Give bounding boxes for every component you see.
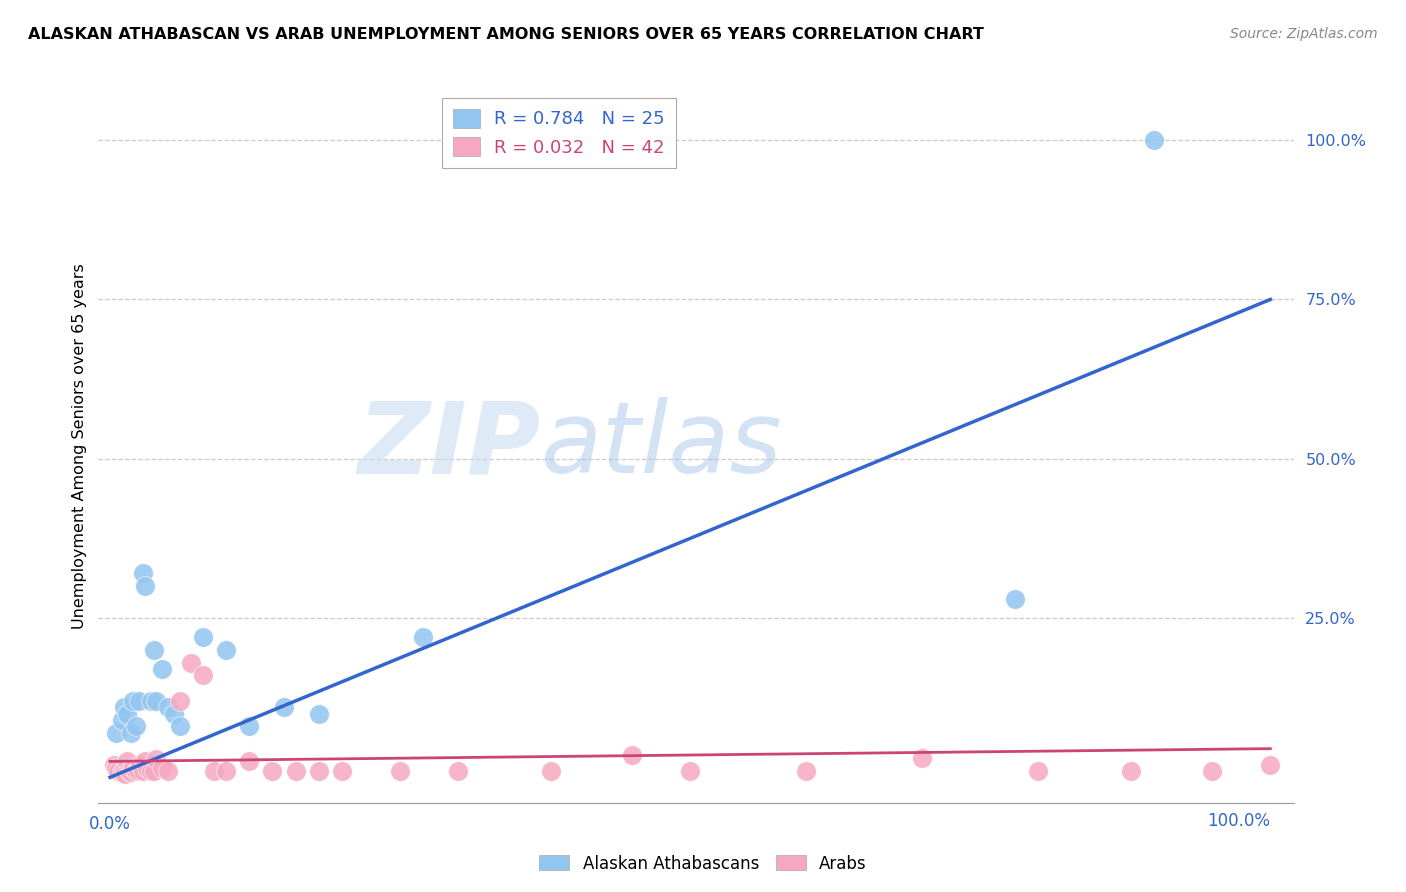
Legend: R = 0.784   N = 25, R = 0.032   N = 42: R = 0.784 N = 25, R = 0.032 N = 42 [441,98,676,168]
Point [330,764,353,778]
Point [150,662,173,676]
Point [1143,133,1166,147]
Point [169,694,191,708]
Point [1026,764,1049,778]
Point [215,643,238,657]
Point [129,757,152,772]
Point [794,764,817,778]
Point [215,764,238,778]
Point [122,694,145,708]
Text: Source: ZipAtlas.com: Source: ZipAtlas.com [1230,27,1378,41]
Point [1119,764,1142,778]
Point [204,764,226,778]
Point [1004,591,1026,606]
Point [389,764,412,778]
Point [273,700,295,714]
Point [112,700,135,714]
Point [191,668,214,682]
Point [180,656,202,670]
Point [103,757,125,772]
Point [128,694,150,708]
Point [120,725,142,739]
Point [911,751,934,765]
Point [131,764,153,778]
Point [412,630,434,644]
Text: ALASKAN ATHABASCAN VS ARAB UNEMPLOYMENT AMONG SENIORS OVER 65 YEARS CORRELATION : ALASKAN ATHABASCAN VS ARAB UNEMPLOYMENT … [28,27,984,42]
Point [163,706,186,721]
Point [114,767,136,781]
Point [308,764,330,778]
Point [131,566,153,581]
Point [157,764,180,778]
Point [136,761,159,775]
Point [139,694,162,708]
Point [117,755,139,769]
Point [122,761,145,775]
Point [134,579,156,593]
Point [134,755,156,769]
Point [117,764,139,778]
Point [169,719,191,733]
Point [104,725,127,739]
Point [120,765,142,780]
Text: 100.0%: 100.0% [1208,813,1270,830]
Point [107,764,129,778]
Point [238,719,260,733]
Text: ZIP: ZIP [357,398,540,494]
Point [284,764,307,778]
Legend: Alaskan Athabascans, Arabs: Alaskan Athabascans, Arabs [533,848,873,880]
Point [111,765,134,780]
Point [447,764,470,778]
Text: atlas: atlas [540,398,782,494]
Point [157,700,180,714]
Point [124,719,146,733]
Point [104,761,127,775]
Point [262,764,284,778]
Point [143,764,166,778]
Point [145,694,167,708]
Point [191,630,214,644]
Point [1258,757,1281,772]
Point [139,764,162,778]
Y-axis label: Unemployment Among Seniors over 65 years: Unemployment Among Seniors over 65 years [72,263,87,629]
Point [679,764,702,778]
Point [308,706,330,721]
Point [127,763,149,777]
Point [117,706,139,721]
Point [621,747,644,762]
Point [150,761,173,775]
Point [145,752,167,766]
Point [124,764,146,778]
Point [540,764,562,778]
Point [1201,764,1223,778]
Point [112,764,135,778]
Point [238,755,260,769]
Point [111,713,134,727]
Point [143,643,166,657]
